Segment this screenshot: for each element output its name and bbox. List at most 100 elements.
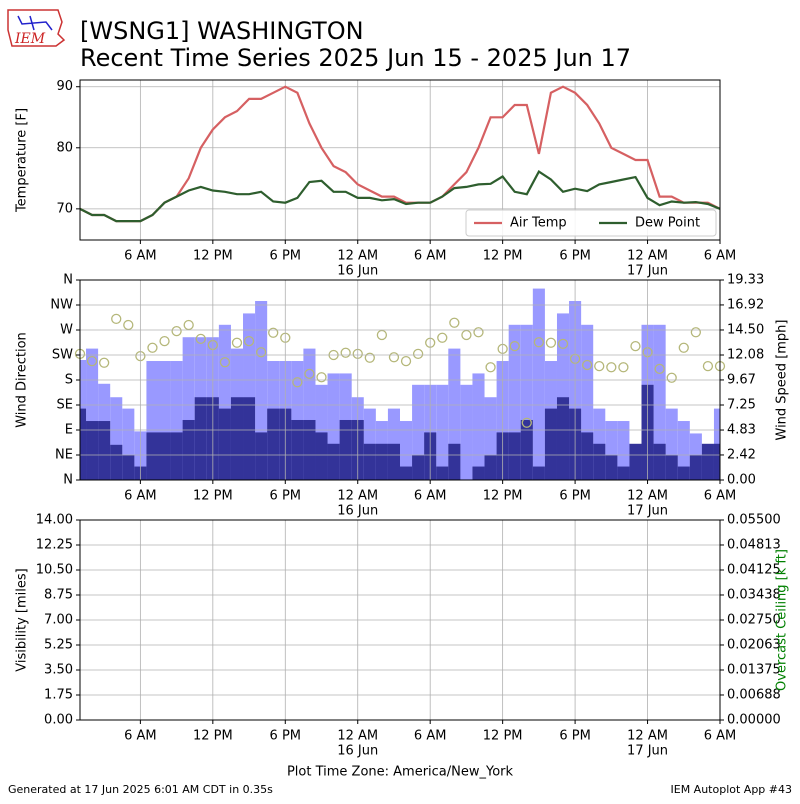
y-tick-label: NE [55, 448, 73, 463]
direction-point [509, 340, 520, 352]
direction-point [376, 329, 388, 341]
series-line [79, 85, 721, 223]
wind-bar [436, 466, 449, 480]
wind-bar [412, 455, 425, 480]
x-tick-label: 12 PM [193, 489, 233, 504]
wind-bar [713, 443, 720, 480]
wind-bar [472, 466, 485, 480]
x-tick-sublabel: 16 Jun [337, 504, 378, 519]
x-tick-label: 6 PM [559, 249, 590, 264]
legend-box [465, 209, 717, 237]
legend-label: Air Temp [510, 216, 567, 231]
y-tick-label: E [65, 423, 73, 438]
y-tick-label: 3.50 [44, 663, 73, 678]
y-tick-label: N [63, 273, 73, 288]
wind-bar [182, 419, 195, 480]
wind-bar [677, 466, 690, 480]
logo: IEM [7, 9, 66, 47]
direction-point [678, 342, 689, 353]
x-tick-label: 6 AM [414, 729, 447, 744]
y-tick-label: 7.00 [44, 613, 73, 628]
wind-bar [267, 408, 280, 480]
direction-point [195, 333, 206, 345]
wind-bar [448, 443, 461, 480]
x-tick-label: 12 PM [483, 729, 523, 744]
y-tick-label: 14.00 [36, 513, 73, 528]
y2-tick-label: 0.02063 [727, 637, 781, 652]
wind-bar [472, 373, 485, 480]
y-tick-label: 80 [56, 140, 73, 155]
y2-axis-label: Overcast Ceiling [k ft] [775, 549, 790, 691]
footer-left: Generated at 17 Jun 2025 6:01 AM CDT in … [8, 783, 273, 796]
direction-point [292, 377, 303, 388]
x-tick-label: 12 AM [627, 729, 668, 744]
x-tick-label: 12 PM [483, 489, 523, 504]
wind-bar [400, 466, 413, 480]
wind-bar [122, 455, 135, 480]
x-axis-label: Plot Time Zone: America/New_York [287, 765, 514, 780]
x-tick-label: 12 AM [337, 489, 378, 504]
direction-point [545, 337, 557, 348]
x-tick-sublabel: 16 Jun [337, 744, 378, 759]
logo-lines [17, 15, 53, 31]
y2-tick-label: 0.05500 [727, 513, 781, 528]
wind-bar [653, 324, 666, 480]
wind-bar [544, 408, 557, 480]
legend-label: Dew Point [635, 216, 700, 231]
x-tick-label: 6 PM [559, 729, 590, 744]
wind-bar [315, 432, 328, 480]
direction-point [412, 348, 424, 360]
wind-bar [556, 397, 570, 480]
direction-point [99, 357, 110, 368]
wind-bar [98, 421, 111, 480]
x-tick-label: 6 AM [124, 729, 157, 744]
y2-axis-label: Wind Speed [mph] [775, 320, 790, 441]
direction-point [702, 360, 714, 372]
logo-text: IEM [14, 31, 46, 47]
wind-bar [629, 443, 642, 480]
direction-point [388, 352, 400, 363]
wind-bar [617, 466, 630, 480]
y-tick-label: S [65, 373, 73, 388]
y-tick-label: 70 [56, 201, 73, 216]
direction-point [654, 363, 665, 375]
direction-point [171, 325, 182, 337]
plot-frame [79, 519, 721, 721]
x-tick-label: 12 PM [193, 729, 233, 744]
wind-bar [484, 455, 497, 480]
y-tick-label: W [60, 323, 73, 338]
wind-bar [243, 397, 256, 480]
wind-bar [581, 432, 594, 480]
y2-tick-label: 0.00000 [727, 713, 781, 728]
subtitle: Recent Time Series 2025 Jun 15 - 2025 Ju… [80, 44, 631, 72]
direction-point [606, 362, 617, 373]
x-tick-label: 6 AM [414, 249, 447, 264]
x-tick-label: 6 PM [559, 489, 590, 504]
direction-point [183, 319, 194, 331]
y-tick-label: 12.25 [36, 538, 73, 553]
wind-bar [387, 443, 400, 480]
wind-bar [605, 455, 618, 480]
x-tick-sublabel: 17 Jun [627, 744, 668, 759]
direction-point [304, 368, 315, 380]
x-tick-label: 6 PM [270, 729, 301, 744]
wind-bar [146, 432, 159, 480]
y2-tick-label: 0.01375 [727, 663, 781, 678]
direction-point [400, 355, 412, 367]
y-axis-label: Wind Direction [15, 332, 30, 428]
wind-bar [532, 288, 545, 480]
y2-tick-label: 0.03438 [727, 587, 781, 602]
y-tick-label: 0.00 [44, 713, 73, 728]
y2-tick-label: 12.08 [727, 348, 764, 363]
direction-point [255, 347, 267, 358]
wind-bar [436, 384, 449, 480]
y2-tick-label: 16.92 [727, 297, 764, 312]
wind-bar [460, 384, 473, 480]
wind-bar [665, 455, 678, 480]
logo-outline [7, 9, 66, 47]
y-tick-label: 8.75 [44, 588, 73, 603]
direction-point [557, 338, 569, 350]
y2-tick-label: 7.25 [727, 397, 756, 412]
direction-point [690, 327, 701, 338]
direction-point [231, 337, 243, 348]
